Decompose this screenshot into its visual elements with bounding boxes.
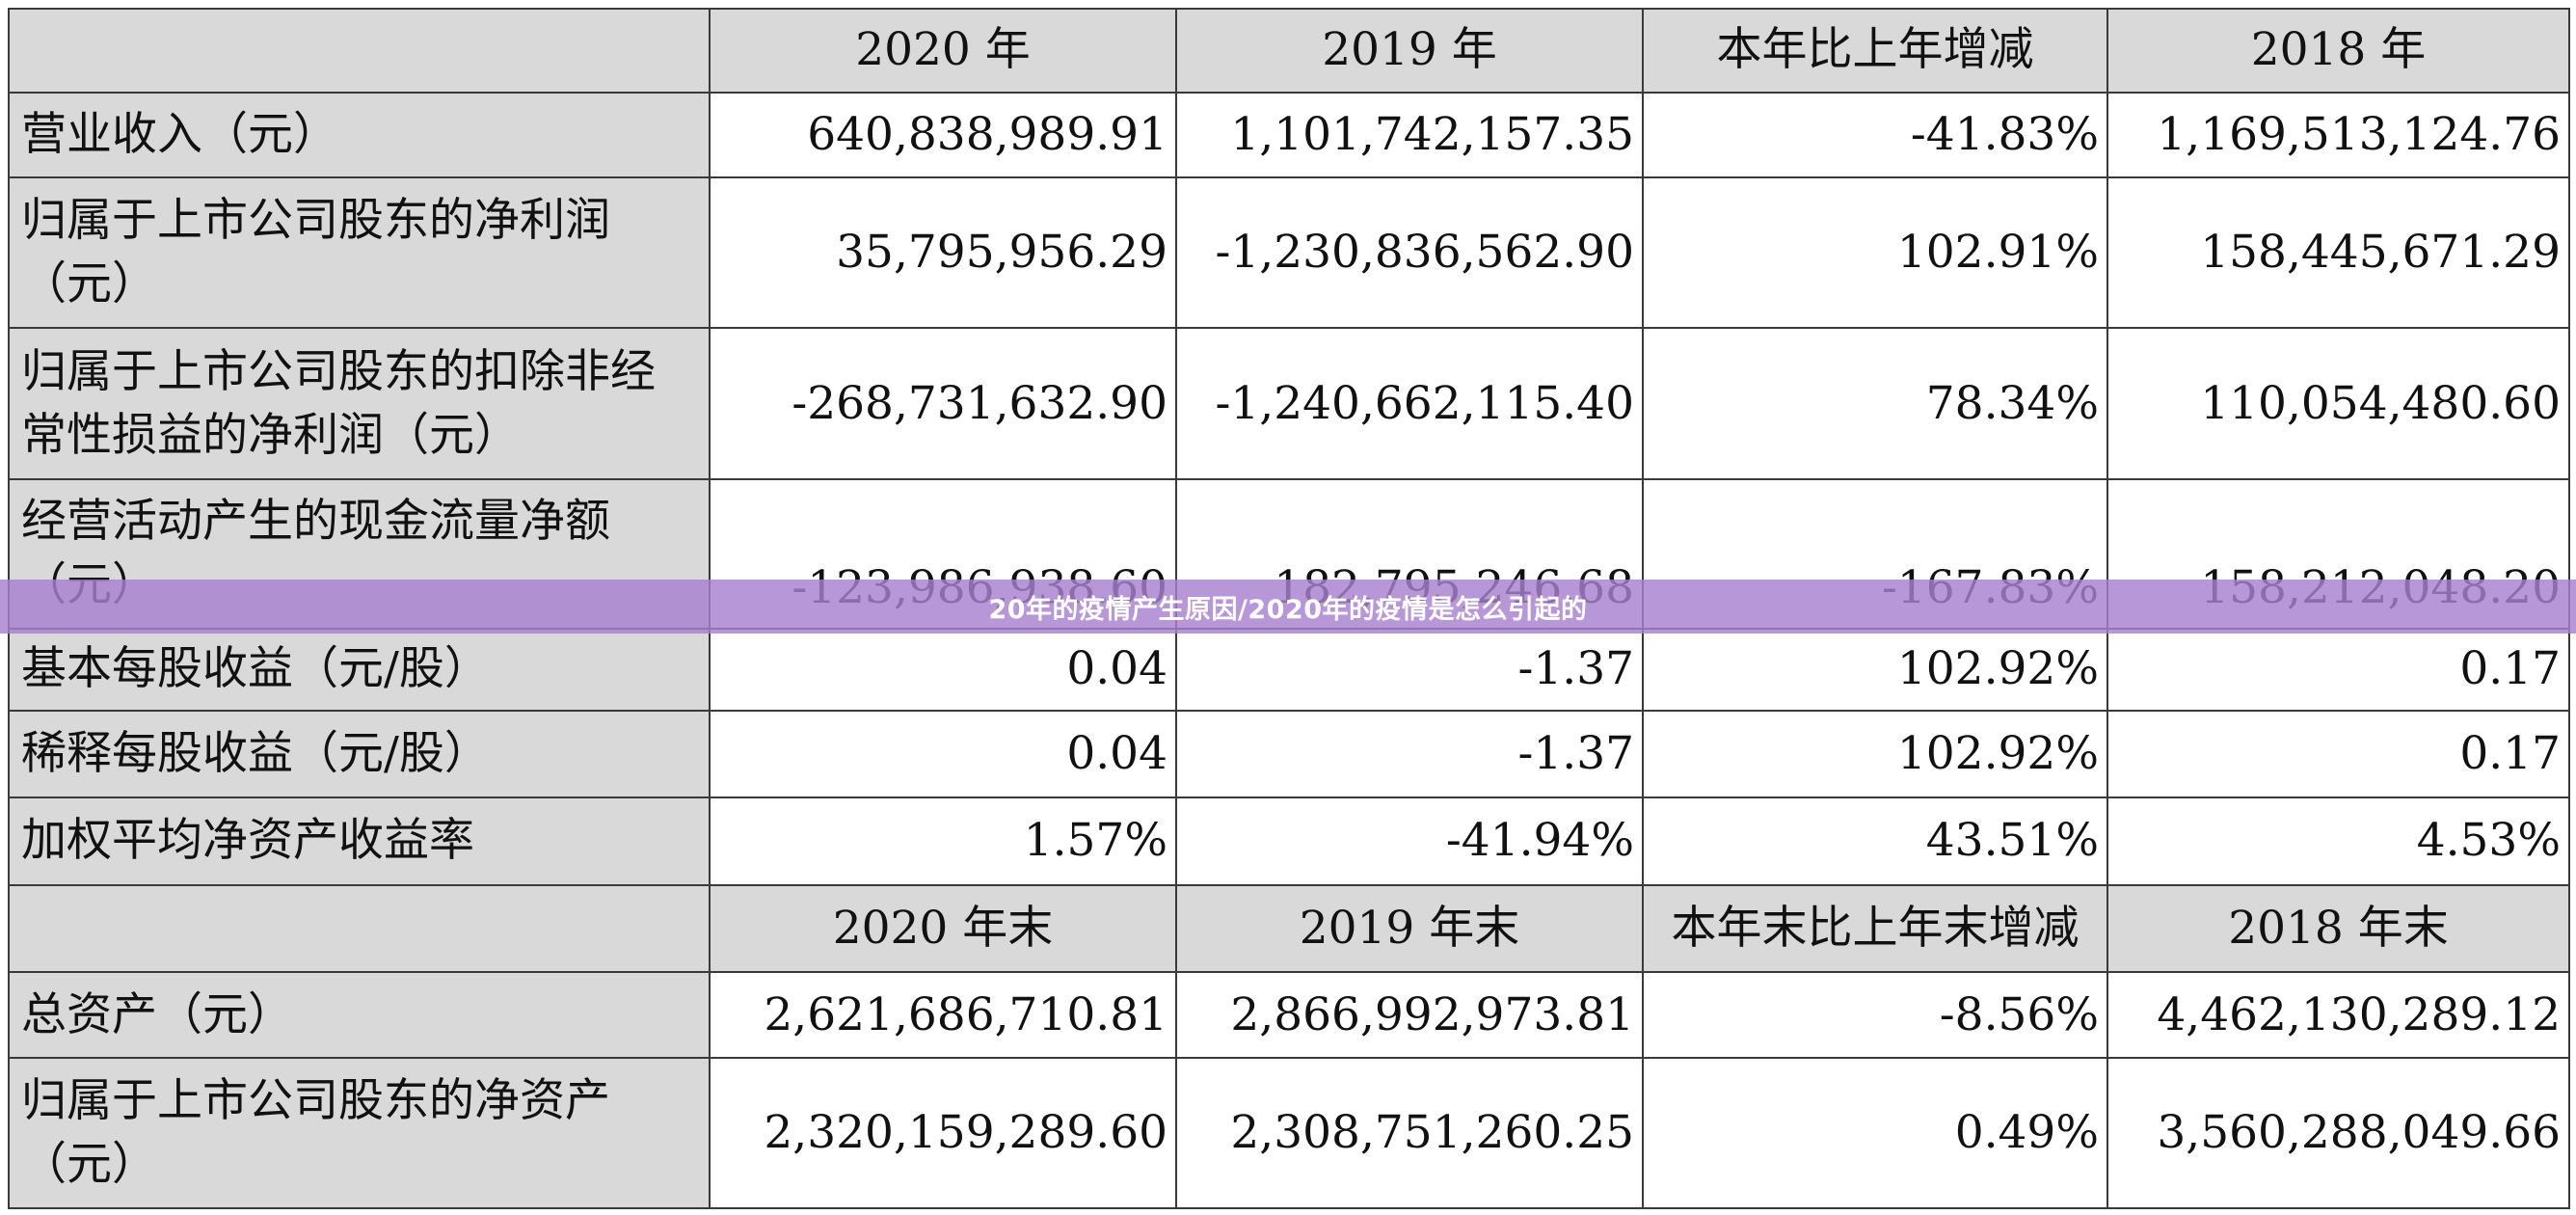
cell-value: 640,838,989.91 bbox=[709, 91, 1177, 179]
yearend-header-row: 2020 年末 2019 年末 本年末比上年末增减 2018 年末 bbox=[8, 883, 2570, 974]
cell-value: -1,240,662,115.40 bbox=[1175, 327, 1644, 481]
table-row: 稀释每股收益（元/股） 0.04 -1.37 102.92% 0.17 bbox=[8, 709, 2570, 799]
header-2019-yearend: 2019 年末 bbox=[1175, 883, 1644, 974]
cell-value: 102.92% bbox=[1642, 628, 2108, 712]
cell-value: 4,462,130,289.12 bbox=[2106, 971, 2570, 1059]
row-label: 归属于上市公司股东的净资产（元） bbox=[8, 1056, 711, 1210]
cell-value: -41.94% bbox=[1175, 796, 1644, 886]
table-row: 加权平均净资产收益率 1.57% -41.94% 43.51% 4.53% bbox=[8, 796, 2570, 886]
header-yearend-change: 本年末比上年末增减 bbox=[1642, 883, 2108, 974]
row-label: 基本每股收益（元/股） bbox=[8, 628, 711, 712]
table-row: 归属于上市公司股东的净资产（元） 2,320,159,289.60 2,308,… bbox=[8, 1056, 2570, 1210]
row-label: 稀释每股收益（元/股） bbox=[8, 709, 711, 799]
cell-value: 2,308,751,260.25 bbox=[1175, 1056, 1644, 1210]
cell-value: 43.51% bbox=[1642, 796, 2108, 886]
row-label: 归属于上市公司股东的扣除非经常性损益的净利润（元） bbox=[8, 327, 711, 481]
cell-value: 1,169,513,124.76 bbox=[2106, 91, 2570, 179]
cell-value: 102.91% bbox=[1642, 176, 2108, 330]
cell-value: 0.04 bbox=[709, 709, 1177, 799]
cell-value: -1,230,836,562.90 bbox=[1175, 176, 1644, 330]
row-label: 归属于上市公司股东的净利润（元） bbox=[8, 176, 711, 330]
cell-value: 158,445,671.29 bbox=[2106, 176, 2570, 330]
cell-value: -8.56% bbox=[1642, 971, 2108, 1059]
cell-value: 2,866,992,973.81 bbox=[1175, 971, 1644, 1059]
header-corner-cell bbox=[8, 8, 711, 94]
header-2018-yearend: 2018 年末 bbox=[2106, 883, 2570, 974]
cell-value: 102.92% bbox=[1642, 709, 2108, 799]
cell-value: 2,320,159,289.60 bbox=[709, 1056, 1177, 1210]
header-2020-yearend: 2020 年末 bbox=[709, 883, 1177, 974]
cell-value: -1.37 bbox=[1175, 709, 1644, 799]
caption-text: 20年的疫情产生原因/2020年的疫情是怎么引起的 bbox=[988, 594, 1588, 625]
table-row: 基本每股收益（元/股） 0.04 -1.37 102.92% 0.17 bbox=[8, 628, 2570, 712]
table-row: 总资产（元） 2,621,686,710.81 2,866,992,973.81… bbox=[8, 971, 2570, 1059]
header-corner-cell bbox=[8, 883, 711, 974]
cell-value: 4.53% bbox=[2106, 796, 2570, 886]
header-2019: 2019 年 bbox=[1175, 8, 1644, 94]
cell-value: 2,621,686,710.81 bbox=[709, 971, 1177, 1059]
cell-value: -1.37 bbox=[1175, 628, 1644, 712]
annual-header-row: 2020 年 2019 年 本年比上年增减 2018 年 bbox=[8, 8, 2570, 94]
financial-summary-table: 2020 年 2019 年 本年比上年增减 2018 年 营业收入（元） 640… bbox=[8, 8, 2570, 1210]
table-row: 归属于上市公司股东的净利润（元） 35,795,956.29 -1,230,83… bbox=[8, 176, 2570, 330]
caption-banner: 20年的疫情产生原因/2020年的疫情是怎么引起的 bbox=[0, 580, 2576, 634]
cell-value: 78.34% bbox=[1642, 327, 2108, 481]
cell-value: 0.04 bbox=[709, 628, 1177, 712]
table-row: 归属于上市公司股东的扣除非经常性损益的净利润（元） -268,731,632.9… bbox=[8, 327, 2570, 481]
cell-value: 35,795,956.29 bbox=[709, 176, 1177, 330]
cell-value: 1,101,742,157.35 bbox=[1175, 91, 1644, 179]
cell-value: 0.49% bbox=[1642, 1056, 2108, 1210]
row-label: 营业收入（元） bbox=[8, 91, 711, 179]
header-2018: 2018 年 bbox=[2106, 8, 2570, 94]
header-2020: 2020 年 bbox=[709, 8, 1177, 94]
table-row: 营业收入（元） 640,838,989.91 1,101,742,157.35 … bbox=[8, 91, 2570, 179]
cell-value: -41.83% bbox=[1642, 91, 2108, 179]
row-label: 加权平均净资产收益率 bbox=[8, 796, 711, 886]
cell-value: 0.17 bbox=[2106, 709, 2570, 799]
cell-value: 0.17 bbox=[2106, 628, 2570, 712]
cell-value: 110,054,480.60 bbox=[2106, 327, 2570, 481]
cell-value: 1.57% bbox=[709, 796, 1177, 886]
row-label: 总资产（元） bbox=[8, 971, 711, 1059]
cell-value: 3,560,288,049.66 bbox=[2106, 1056, 2570, 1210]
cell-value: -268,731,632.90 bbox=[709, 327, 1177, 481]
header-yoy-change: 本年比上年增减 bbox=[1642, 8, 2108, 94]
